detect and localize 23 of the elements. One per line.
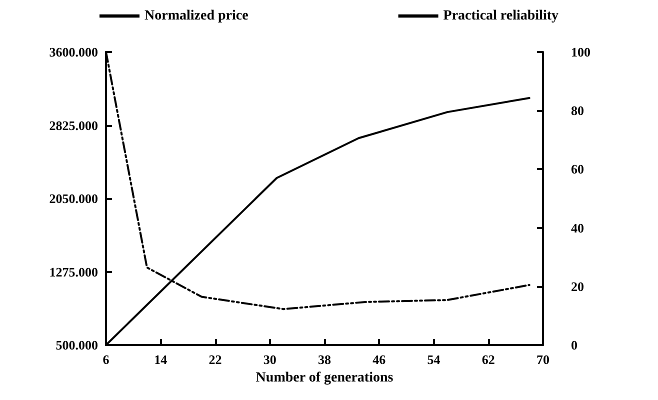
y-tick-label: 2825.000: [49, 118, 98, 133]
x-tick-label: 14: [154, 352, 168, 367]
y-tick-label: 3600.000: [49, 44, 98, 60]
x-tick-label: 70: [536, 352, 550, 367]
x-tick-label: 38: [318, 352, 332, 367]
y2-tick-label: 100: [571, 44, 590, 60]
y2-tick-label: 60: [571, 162, 584, 177]
y2-tick-label: 40: [571, 220, 584, 236]
y-tick-label: 500.000: [56, 338, 98, 352]
y2-tick-label: 80: [571, 103, 584, 118]
x-tick-label: 54: [427, 352, 441, 367]
y2-tick-label: 20: [571, 278, 584, 294]
x-tick-label: 6: [102, 352, 110, 367]
x-tick-label: 30: [263, 352, 276, 367]
x-tick-label: 46: [372, 352, 386, 367]
x-tick-label: 62: [482, 352, 495, 367]
x-tick-label: 22: [208, 352, 222, 367]
y2-tick-label: 0: [571, 338, 578, 352]
legend-label: Normalized price: [144, 8, 248, 24]
y-tick-label: 2050.000: [49, 191, 98, 206]
legend-label: Practical reliability: [443, 8, 559, 24]
x-axis-title: Number of generations: [256, 370, 394, 386]
y-tick-label: 1275.000: [49, 264, 98, 280]
